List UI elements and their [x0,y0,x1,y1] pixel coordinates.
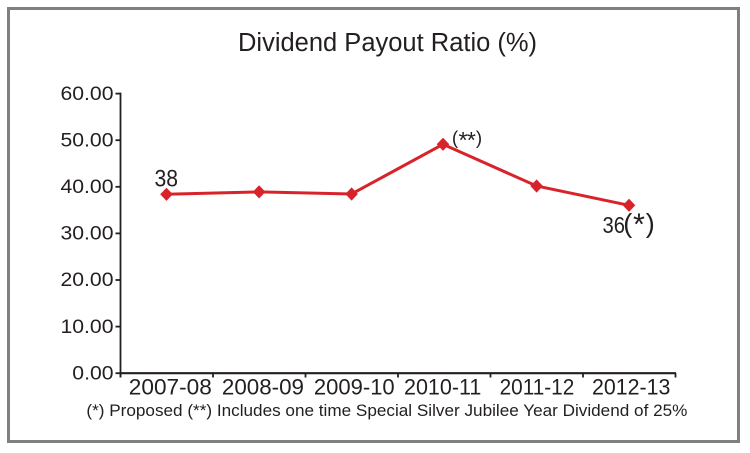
svg-text:(*) Proposed (**) Includes one: (*) Proposed (**) Includes one time Spec… [86,402,687,420]
svg-text:*: * [459,127,468,153]
svg-text:Dividend Payout Ratio (%): Dividend Payout Ratio (%) [238,29,537,57]
svg-text:): ) [476,127,482,148]
svg-text:*: * [633,208,645,242]
svg-text:): ) [646,207,655,238]
svg-text:40.00: 40.00 [61,176,114,198]
svg-text:38: 38 [155,167,179,193]
svg-text:2012-13: 2012-13 [592,375,670,400]
svg-text:36: 36 [603,212,626,238]
svg-text:(: ( [623,207,632,238]
svg-text:10.00: 10.00 [61,316,114,338]
svg-text:2008-09: 2008-09 [222,375,304,400]
svg-text:60.00: 60.00 [61,83,114,105]
svg-text:(: ( [452,127,459,148]
svg-text:2010-11: 2010-11 [404,375,481,400]
svg-text:2011-12: 2011-12 [500,375,575,400]
svg-text:50.00: 50.00 [61,129,114,151]
svg-text:2007-08: 2007-08 [129,375,212,400]
svg-text:2009-10: 2009-10 [314,375,395,400]
svg-text:30.00: 30.00 [61,223,114,245]
svg-text:0.00: 0.00 [72,362,113,384]
svg-text:20.00: 20.00 [61,269,114,291]
svg-text:*: * [467,127,476,153]
